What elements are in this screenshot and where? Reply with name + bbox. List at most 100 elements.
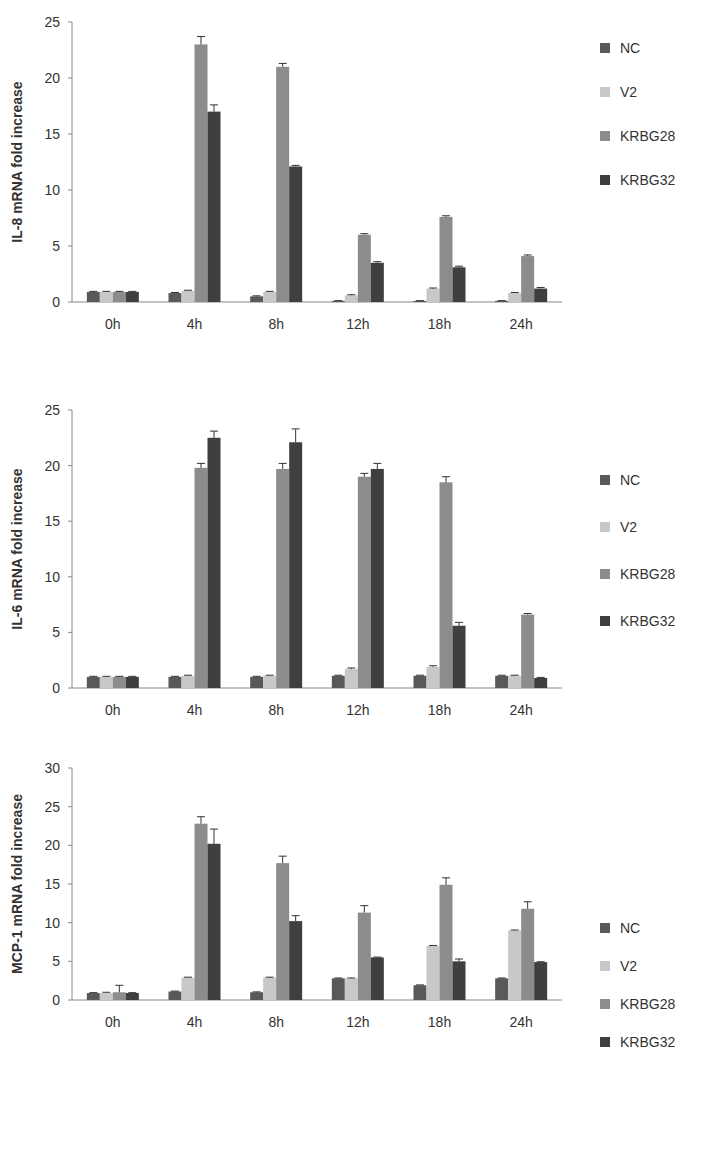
- y-tick-label: 0: [52, 992, 60, 1008]
- bar: [508, 293, 521, 302]
- bar: [182, 291, 195, 302]
- bar: [263, 978, 276, 1000]
- bar: [169, 991, 182, 1000]
- y-tick: [68, 190, 72, 191]
- y-tick-label: 15: [44, 876, 60, 892]
- y-tick-label: 5: [52, 238, 60, 254]
- error-bar: [373, 957, 381, 958]
- bar: [453, 267, 466, 302]
- error-bar: [511, 292, 519, 294]
- x-axis: [72, 302, 562, 303]
- error-bar: [115, 291, 123, 293]
- bar: [534, 962, 547, 1000]
- legend-swatch: [600, 961, 610, 971]
- y-tick: [68, 961, 72, 962]
- bar: [345, 978, 358, 1000]
- error-bar: [373, 463, 381, 469]
- error-bar: [184, 290, 192, 292]
- bar: [126, 677, 139, 688]
- y-tick: [68, 22, 72, 23]
- y-tick-label: 20: [44, 70, 60, 86]
- error-bar: [416, 300, 424, 301]
- bar: [289, 166, 302, 302]
- error-bar: [171, 676, 179, 678]
- error-bar: [334, 300, 342, 301]
- error-bar: [89, 992, 97, 993]
- bar: [534, 678, 547, 688]
- error-bar: [373, 262, 381, 263]
- bars: [87, 438, 547, 688]
- x-axis: [72, 688, 562, 689]
- y-tick: [68, 246, 72, 247]
- y-tick-label: 20: [44, 458, 60, 474]
- x-tick-label: 24h: [509, 702, 532, 718]
- error-bar: [442, 216, 450, 217]
- error-bar: [292, 916, 300, 921]
- y-tick: [68, 688, 72, 689]
- error-bars: [89, 429, 544, 678]
- bar: [100, 292, 113, 302]
- error-bars: [89, 817, 544, 993]
- x-tick-label: 0h: [105, 702, 121, 718]
- error-bar: [197, 463, 205, 467]
- error-bar: [360, 234, 368, 235]
- y-tick: [68, 576, 72, 577]
- error-bar: [197, 817, 205, 824]
- error-bar: [429, 288, 437, 290]
- y-tick: [68, 78, 72, 79]
- legend-swatch: [600, 616, 610, 626]
- error-bar: [360, 906, 368, 913]
- y-tick-label: 25: [44, 799, 60, 815]
- error-bar: [253, 676, 261, 678]
- bar: [182, 978, 195, 1000]
- error-bar: [197, 37, 205, 45]
- bar: [440, 885, 453, 1000]
- y-axis: [72, 22, 73, 302]
- error-bar: [279, 63, 287, 66]
- x-tick-label: 4h: [187, 1014, 203, 1030]
- error-bar: [128, 291, 136, 293]
- y-tick-label: 5: [52, 953, 60, 969]
- chart-panel: 0510152025IL-8 mRNA fold increase0h4h8h1…: [9, 14, 675, 332]
- y-tick-label: 10: [44, 182, 60, 198]
- x-tick-label: 0h: [105, 1014, 121, 1030]
- error-bar: [292, 165, 300, 166]
- bar: [414, 676, 427, 688]
- y-tick: [68, 410, 72, 411]
- legend-label: KRBG32: [620, 613, 675, 629]
- error-bar: [279, 463, 287, 469]
- legend-swatch: [600, 569, 610, 579]
- legend-swatch: [600, 87, 610, 97]
- error-bar: [511, 930, 519, 931]
- bar: [495, 301, 508, 302]
- error-bar: [429, 945, 437, 946]
- error-bar: [279, 856, 287, 863]
- y-tick: [68, 521, 72, 522]
- bar: [126, 292, 139, 302]
- error-bar: [537, 677, 545, 679]
- bars: [87, 44, 547, 302]
- error-bar: [266, 977, 274, 978]
- error-bar: [89, 291, 97, 293]
- bar: [169, 677, 182, 688]
- bar: [208, 112, 221, 302]
- bar: [208, 438, 221, 688]
- y-tick-label: 0: [52, 294, 60, 310]
- error-bar: [334, 675, 342, 677]
- bar: [208, 844, 221, 1000]
- bar: [371, 263, 384, 302]
- error-bar: [524, 255, 532, 256]
- legend-label: KRBG28: [620, 566, 675, 582]
- y-tick-label: 25: [44, 402, 60, 418]
- bar: [345, 295, 358, 302]
- legend-label: V2: [620, 958, 637, 974]
- y-tick-label: 30: [44, 760, 60, 776]
- bar: [414, 985, 427, 1000]
- bar: [358, 477, 371, 688]
- x-tick-label: 18h: [428, 1014, 451, 1030]
- x-tick-label: 8h: [268, 316, 284, 332]
- bar: [440, 217, 453, 302]
- y-tick: [68, 465, 72, 466]
- legend: NCV2KRBG28KRBG32: [600, 40, 675, 188]
- error-bar: [524, 902, 532, 909]
